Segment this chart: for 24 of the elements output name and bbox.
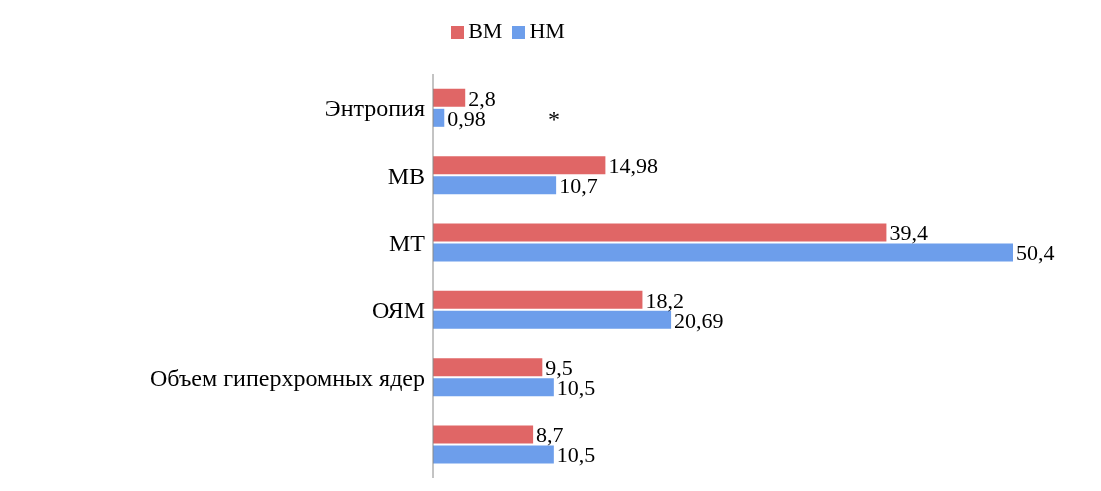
bar [433, 243, 1013, 262]
bar [433, 425, 534, 444]
y-tick-label: ОЯМ [372, 297, 425, 324]
bar [433, 176, 557, 195]
bar [433, 310, 672, 329]
bar [433, 290, 643, 309]
y-tick-label: МТ [389, 229, 426, 256]
y-tick-label: МВ [387, 162, 425, 189]
data-label: 14,98 [608, 153, 658, 179]
y-tick-label: Объем гиперхромных ядер [150, 364, 425, 391]
y-tick-label: Энтропия [324, 95, 425, 122]
data-label: 39,4 [889, 220, 928, 246]
annotation: * [548, 106, 560, 133]
bar [433, 88, 466, 107]
bar [433, 156, 606, 175]
bar [433, 223, 887, 242]
legend-label: ВМ [468, 18, 503, 43]
data-label: 50,4 [1016, 240, 1055, 266]
bar [433, 378, 554, 397]
data-label: 9,5 [545, 355, 573, 381]
bar [433, 445, 554, 464]
bar [433, 358, 543, 377]
data-label: 10,7 [559, 173, 598, 199]
legend-label: НМ [529, 18, 565, 43]
